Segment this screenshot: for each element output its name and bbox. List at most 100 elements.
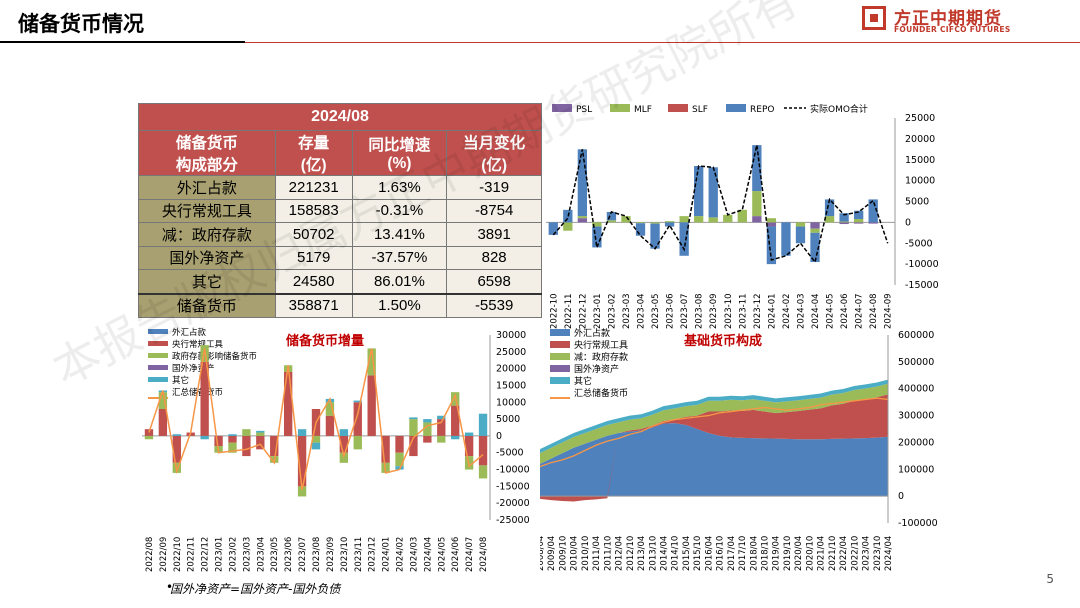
cell: 158583 <box>274 198 353 223</box>
x-tick-label: 2024/03 <box>409 537 419 572</box>
y-tick-label: 0 <box>905 217 911 228</box>
x-tick-label: 2023/06 <box>284 537 294 572</box>
legend-swatch <box>552 104 572 112</box>
x-tick-label: 2023-05 <box>651 293 661 329</box>
bar <box>353 402 362 436</box>
legend-label: 外汇占款 <box>574 327 610 339</box>
x-tick-label: 2012/04 <box>615 536 625 571</box>
bar <box>325 402 335 416</box>
bar <box>353 435 362 450</box>
cell: 1.50% <box>351 292 448 318</box>
cell: -0.31% <box>351 198 448 223</box>
x-tick-label: 2024/01 <box>382 537 392 572</box>
x-tick-label: 2023/04 <box>256 537 266 572</box>
bar <box>381 435 390 463</box>
x-tick-label: 2022/10 <box>173 537 183 572</box>
bar <box>694 216 704 223</box>
total-line <box>148 348 484 490</box>
bar <box>606 211 617 221</box>
legend-label: REPO <box>750 105 774 115</box>
table-row: 央行常规工具 158583 -0.31% -8754 <box>138 198 542 223</box>
y-tick-label: -15000 <box>905 280 939 291</box>
bar <box>795 222 806 227</box>
x-tick-label: 2023/01 <box>215 537 225 572</box>
bar <box>781 222 791 256</box>
legend-label: 其它 <box>574 375 592 387</box>
x-tick-label: 2022/09 <box>159 537 169 572</box>
x-tick-label: 2023-03 <box>622 293 632 329</box>
y-tick-label: 10000 <box>905 176 935 187</box>
bar <box>679 216 689 223</box>
bar <box>606 220 617 223</box>
bar <box>367 348 376 376</box>
bar <box>679 222 689 256</box>
logo-cn: 方正中期期货 <box>894 9 1002 29</box>
y-tick-label: -20000 <box>496 498 530 509</box>
bar <box>158 392 168 409</box>
x-tick-label: 2015/10 <box>693 536 703 571</box>
table-row: 国外净资产 5179 -37.57% 828 <box>138 245 542 270</box>
x-tick-label: 2019/04 <box>772 536 782 571</box>
bar <box>451 435 460 440</box>
cell: 5179 <box>274 245 353 270</box>
bar <box>548 222 558 235</box>
bar <box>200 435 209 440</box>
bar <box>311 442 321 450</box>
bar <box>437 419 446 436</box>
bar <box>577 216 588 219</box>
y-tick-label: 15000 <box>496 380 526 391</box>
table-total-row: 储备货币 358871 1.50% -5539 <box>138 292 542 318</box>
legend-label: PSL <box>576 105 592 115</box>
bar <box>810 232 820 263</box>
col-header-yoy: 同比增速 (%) <box>351 130 448 176</box>
x-tick-label: 2022/10 <box>850 536 860 571</box>
y-tick-label: 0 <box>496 431 502 442</box>
bar <box>635 222 646 224</box>
bar <box>478 465 488 479</box>
bar <box>650 223 660 249</box>
col-header-stock: 存量 (亿) <box>274 130 353 176</box>
bar <box>853 222 864 224</box>
legend-swatch <box>668 104 688 112</box>
legend-label: 汇总储备货币 <box>574 387 628 399</box>
x-tick-label: 2024-06 <box>840 293 850 329</box>
page-title: 储备货币情况 <box>18 12 144 36</box>
cell: -5539 <box>446 292 542 318</box>
x-tick-label: 2022-10 <box>549 293 559 329</box>
x-tick-label: 2022/08 <box>145 537 155 572</box>
y-tick-label: 100000 <box>898 464 934 475</box>
bar <box>451 405 460 436</box>
legend-swatch <box>550 365 570 372</box>
x-tick-label: 2022/12 <box>201 537 211 572</box>
y-tick-label: 200000 <box>898 437 934 448</box>
bar <box>824 216 835 223</box>
y-tick-label: 20000 <box>905 134 935 145</box>
y-tick-label: 15000 <box>905 155 935 166</box>
legend-swatch <box>148 365 168 370</box>
bar <box>752 216 762 223</box>
bar <box>737 209 747 223</box>
legend-swatch <box>550 353 570 360</box>
other-area <box>540 379 888 454</box>
bar <box>297 486 307 497</box>
legend-swatch <box>610 104 630 112</box>
legend-swatch <box>148 329 168 334</box>
y-tick-label: 400000 <box>898 384 934 395</box>
bar <box>353 400 362 403</box>
x-tick-label: 2023/07 <box>298 537 308 572</box>
page-number: 5 <box>1046 572 1054 586</box>
row-label: 央行常规工具 <box>138 198 276 223</box>
bar <box>409 419 418 436</box>
legend-label: 外汇占款 <box>172 327 207 338</box>
x-tick-label: 2024-07 <box>855 293 865 329</box>
bar <box>395 435 404 453</box>
x-tick-label: 2023/10 <box>873 536 883 571</box>
chart-title: 基础货币构成 <box>683 333 762 349</box>
x-tick-label: 2018/04 <box>749 536 759 571</box>
bar <box>592 222 602 227</box>
bar <box>409 435 418 457</box>
cell: 6598 <box>446 269 542 294</box>
footnote: 国外净资产=国外资产-国外负债 <box>170 582 341 596</box>
x-tick-label: 2024-03 <box>796 293 806 329</box>
bar <box>810 222 820 229</box>
